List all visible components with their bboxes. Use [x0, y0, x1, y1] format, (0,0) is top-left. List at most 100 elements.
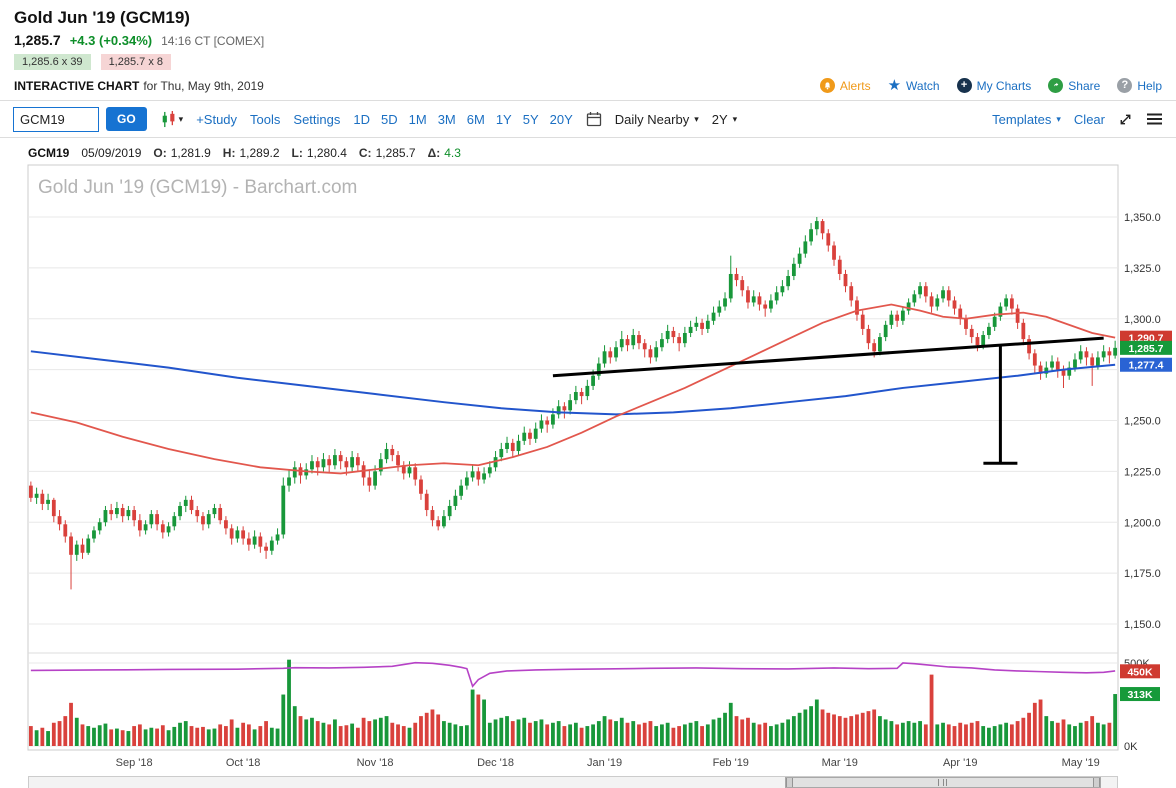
price-axis-label: 1,250.0: [1124, 416, 1161, 428]
interactive-chart-label: INTERACTIVE CHART: [14, 78, 140, 93]
scrollbar-right-handle[interactable]: [1092, 778, 1100, 787]
chart-quote-bar: GCM19 05/09/2019 O: 1,281.9 H: 1,289.2 L: 1…: [0, 138, 1176, 163]
month-axis-label: Apr '19: [943, 757, 978, 769]
watch-label: Watch: [906, 78, 940, 93]
month-axis-label: Jan '19: [587, 757, 622, 769]
symbol-input[interactable]: [13, 106, 99, 132]
frequency-value: Daily Nearby: [614, 111, 690, 127]
tools-button[interactable]: Tools: [250, 111, 281, 127]
frequency-dropdown[interactable]: Daily Nearby ▾: [615, 112, 699, 127]
close-value: C: 1,285.7: [358, 146, 416, 160]
svg-text:313K: 313K: [1127, 689, 1153, 701]
trendline-drawing: [552, 336, 1104, 378]
settings-button[interactable]: Settings: [293, 111, 341, 127]
question-icon: ?: [1117, 78, 1133, 93]
volume-badge: [1120, 664, 1160, 679]
range-buttons: 1D 5D 1M 3M 6M 1Y 5Y 20Y: [353, 112, 572, 127]
price-axis-label: 1,300.0: [1124, 314, 1161, 326]
low-value: L: 1,280.4: [291, 146, 347, 160]
volume-badge: [1120, 687, 1160, 702]
alerts-label: Alerts: [839, 78, 871, 93]
alerts-button[interactable]: Alerts: [819, 78, 871, 93]
chevron-down-icon: ▾: [732, 113, 738, 124]
price-badge: [1120, 357, 1172, 372]
help-label: Help: [1137, 78, 1162, 93]
bell-icon: [819, 78, 835, 93]
range-1m[interactable]: 1M: [408, 111, 427, 127]
templates-dropdown[interactable]: Templates ▾: [992, 112, 1061, 127]
quote-symbol: GCM19: [28, 146, 70, 160]
price-axis-label: 1,150.0: [1124, 619, 1161, 631]
price-axis-label: 1,225.0: [1124, 466, 1161, 478]
month-axis-label: Oct '18: [226, 757, 261, 769]
calendar-icon[interactable]: [586, 111, 602, 127]
chart-type-selector[interactable]: ▾: [160, 110, 184, 128]
range-1y[interactable]: 1Y: [495, 111, 512, 127]
interactive-chart-line: INTERACTIVE CHART for Thu, May 9th, 2019…: [14, 78, 1162, 93]
go-button[interactable]: GO: [106, 107, 147, 131]
volume-axis-label: 0K: [1124, 741, 1138, 753]
month-axis-label: Sep '18: [116, 757, 153, 769]
last-price: 1,285.7: [14, 32, 61, 48]
range-1d[interactable]: 1D: [353, 111, 371, 127]
chart-date: for Thu, May 9th, 2019: [143, 78, 264, 93]
bid-quote: 1,285.6 x 39: [14, 54, 91, 70]
price-axis-label: 1,325.0: [1124, 263, 1161, 275]
price-change: +4.3 (+0.34%): [69, 33, 153, 48]
high-value: H: 1,289.2: [222, 146, 280, 160]
quote-date: 05/09/2019: [81, 146, 142, 160]
chart-scrollbar[interactable]: [28, 776, 1118, 788]
chevron-down-icon: ▾: [694, 113, 699, 124]
page-title: Gold Jun '19 (GCM19): [14, 8, 190, 27]
chart-toolbar: GO ▾ +Study Tools Settings 1D 5D 1M 3M 6…: [0, 100, 1176, 138]
quote-time: 14:16 CT [COMEX]: [161, 34, 265, 48]
price-chart[interactable]: 1,350.0 1,325.0 1,300.0 1,250.0 1,225.0 1,200…: [0, 163, 1176, 775]
ask-quote: 1,285.7 x 8: [100, 54, 171, 70]
price-axis-label: 1,200.0: [1124, 517, 1161, 529]
chevron-down-icon: ▾: [1056, 113, 1061, 124]
price-axis-label: 1,175.0: [1124, 568, 1161, 580]
chevron-down-icon: ▾: [178, 113, 184, 124]
span-value: 2Y: [711, 111, 728, 127]
plus-circle-icon: +: [956, 78, 972, 93]
svg-text:1,285.7: 1,285.7: [1128, 343, 1163, 355]
blue-ma-line: [30, 350, 1116, 416]
share-button[interactable]: Share: [1048, 78, 1100, 93]
candlestick-icon: [162, 110, 175, 127]
range-3m[interactable]: 3M: [437, 111, 456, 127]
my-charts-label: My Charts: [976, 78, 1032, 93]
my-charts-button[interactable]: + My Charts: [956, 78, 1032, 93]
menu-icon[interactable]: [1146, 112, 1163, 126]
open-interest-line: [30, 661, 1116, 688]
scrollbar-thumb[interactable]: [785, 777, 1101, 788]
chart-watermark: Gold Jun '19 (GCM19) - Barchart.com: [38, 177, 357, 198]
star-icon: ★: [887, 77, 902, 94]
range-20y[interactable]: 20Y: [549, 111, 573, 127]
span-dropdown[interactable]: 2Y ▾: [712, 112, 737, 127]
clear-button[interactable]: Clear: [1073, 111, 1105, 127]
month-axis-label: Dec '18: [477, 757, 514, 769]
range-6m[interactable]: 6M: [466, 111, 485, 127]
header-actions: Alerts ★ Watch + My Charts Share: [819, 78, 1162, 93]
svg-text:1,277.4: 1,277.4: [1128, 360, 1163, 372]
watch-button[interactable]: ★ Watch: [888, 78, 940, 93]
red-ma-line: [30, 303, 1116, 475]
bid-ask-line: 1,285.6 x 39 1,285.7 x 8: [14, 54, 1162, 70]
svg-text:450K: 450K: [1127, 666, 1153, 678]
add-study-button[interactable]: +Study: [196, 111, 238, 127]
expand-icon[interactable]: [1118, 112, 1133, 127]
scrollbar-left-handle[interactable]: [786, 778, 794, 787]
share-icon: [1048, 78, 1064, 93]
share-label: Share: [1068, 78, 1101, 93]
help-button[interactable]: ? Help: [1117, 78, 1162, 93]
open-value: O: 1,281.9: [153, 146, 211, 160]
month-axis-label: Nov '18: [357, 757, 394, 769]
price-axis-label: 1,350.0: [1124, 212, 1161, 224]
plot-border: [27, 164, 1119, 751]
price-badge: [1120, 340, 1172, 355]
range-5y[interactable]: 5Y: [522, 111, 539, 127]
range-5d[interactable]: 5D: [381, 111, 398, 127]
month-axis-label: May '19: [1062, 757, 1100, 769]
quote-header: Gold Jun '19 (GCM19) 1,285.7 +4.3 (+0.34…: [0, 0, 1176, 93]
